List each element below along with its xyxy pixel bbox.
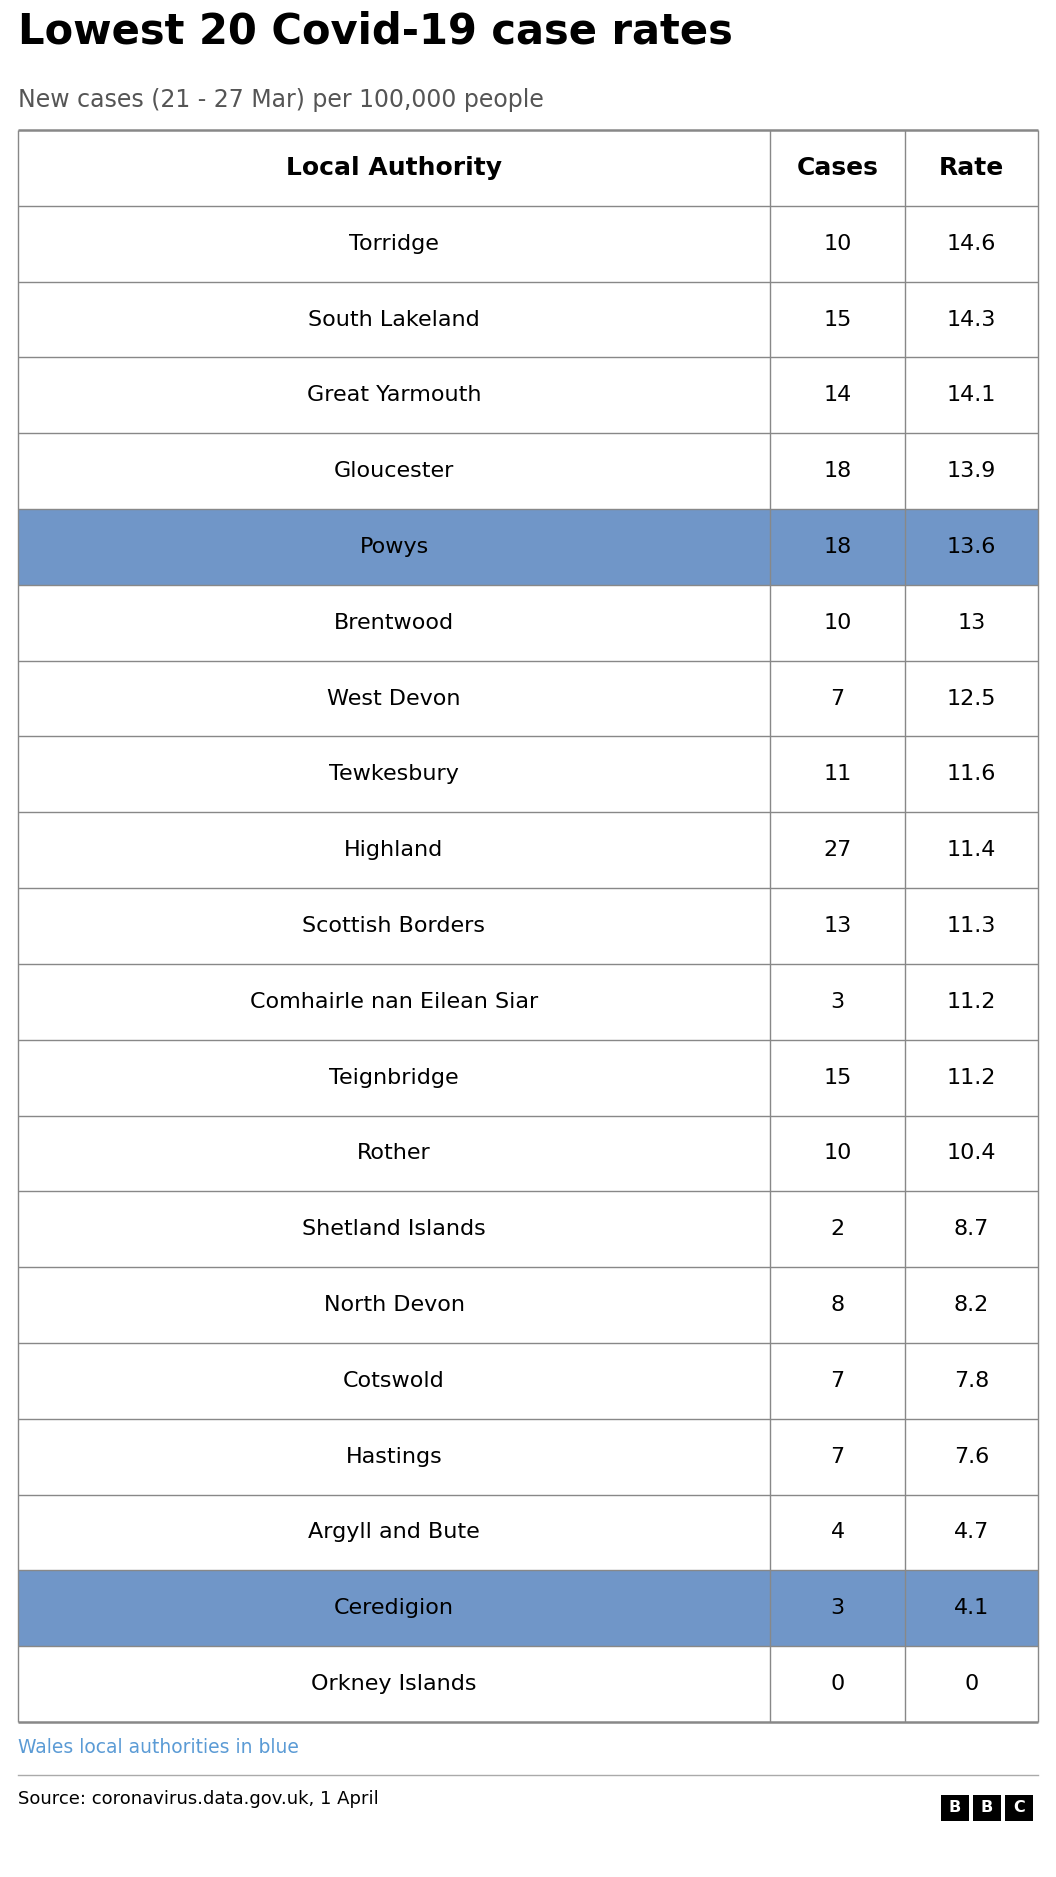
Text: 8.7: 8.7: [954, 1220, 989, 1239]
Text: Cases: Cases: [796, 156, 879, 180]
Text: 10: 10: [824, 235, 852, 253]
Bar: [18, 1646, 1038, 1721]
Text: 11.4: 11.4: [947, 841, 996, 860]
Bar: [18, 206, 1038, 282]
Text: 4.7: 4.7: [954, 1522, 989, 1543]
Bar: [1005, 1794, 1033, 1821]
Text: Ceredigion: Ceredigion: [334, 1599, 454, 1618]
Text: Shetland Islands: Shetland Islands: [302, 1220, 486, 1239]
Bar: [18, 282, 1038, 357]
Text: 7: 7: [830, 1370, 845, 1391]
Bar: [18, 661, 1038, 736]
Text: 11.2: 11.2: [947, 1068, 996, 1087]
Text: 0: 0: [830, 1674, 845, 1695]
Text: 3: 3: [830, 1599, 845, 1618]
Text: Great Yarmouth: Great Yarmouth: [306, 385, 482, 405]
Bar: [18, 509, 1038, 586]
Bar: [18, 888, 1038, 965]
Text: 13: 13: [824, 916, 851, 937]
Text: 3: 3: [830, 991, 845, 1012]
Bar: [18, 965, 1038, 1040]
Text: 2: 2: [830, 1220, 845, 1239]
Text: 18: 18: [824, 537, 851, 557]
Bar: [18, 1342, 1038, 1419]
Text: 11.2: 11.2: [947, 991, 996, 1012]
Text: C: C: [1013, 1800, 1025, 1815]
Text: 8.2: 8.2: [954, 1295, 989, 1316]
Text: 4.1: 4.1: [954, 1599, 989, 1618]
Text: 14.3: 14.3: [947, 310, 996, 330]
Bar: [18, 1192, 1038, 1267]
Text: Powys: Powys: [359, 537, 429, 557]
Text: New cases (21 - 27 Mar) per 100,000 people: New cases (21 - 27 Mar) per 100,000 peop…: [18, 88, 544, 113]
Bar: [18, 1115, 1038, 1192]
Text: B: B: [949, 1800, 961, 1815]
Text: Torridge: Torridge: [350, 235, 439, 253]
Text: 11.3: 11.3: [947, 916, 996, 937]
Text: Rate: Rate: [939, 156, 1004, 180]
Text: 10.4: 10.4: [947, 1143, 996, 1164]
Text: Argyll and Bute: Argyll and Bute: [308, 1522, 479, 1543]
Text: 10: 10: [824, 612, 852, 633]
Text: Cotswold: Cotswold: [343, 1370, 445, 1391]
Text: Gloucester: Gloucester: [334, 462, 454, 481]
Text: Hastings: Hastings: [345, 1447, 442, 1466]
Text: 7.6: 7.6: [954, 1447, 989, 1466]
Text: B: B: [981, 1800, 993, 1815]
Text: 18: 18: [824, 462, 851, 481]
Text: 0: 0: [964, 1674, 979, 1695]
Text: Tewkesbury: Tewkesbury: [329, 764, 459, 785]
Bar: [18, 434, 1038, 509]
Bar: [18, 1419, 1038, 1494]
Text: Lowest 20 Covid-19 case rates: Lowest 20 Covid-19 case rates: [18, 9, 733, 53]
Text: 11: 11: [824, 764, 851, 785]
Bar: [18, 813, 1038, 888]
Text: 11.6: 11.6: [947, 764, 996, 785]
Text: 7: 7: [830, 1447, 845, 1466]
Text: 13.6: 13.6: [947, 537, 996, 557]
Text: Scottish Borders: Scottish Borders: [302, 916, 486, 937]
Bar: [18, 1494, 1038, 1571]
Text: Teignbridge: Teignbridge: [329, 1068, 458, 1087]
Text: 27: 27: [824, 841, 851, 860]
Text: 10: 10: [824, 1143, 852, 1164]
Text: 4: 4: [830, 1522, 845, 1543]
Bar: [941, 1794, 969, 1821]
Text: 7: 7: [830, 689, 845, 710]
Text: 14.6: 14.6: [947, 235, 996, 253]
Text: Wales local authorities in blue: Wales local authorities in blue: [18, 1738, 299, 1757]
Bar: [18, 586, 1038, 661]
Bar: [18, 736, 1038, 813]
Bar: [18, 130, 1038, 206]
Text: North Devon: North Devon: [323, 1295, 465, 1316]
Text: 13: 13: [958, 612, 985, 633]
Bar: [18, 1571, 1038, 1646]
Text: 15: 15: [824, 310, 852, 330]
Text: 14.1: 14.1: [947, 385, 996, 405]
Text: Rother: Rother: [357, 1143, 431, 1164]
Text: 8: 8: [830, 1295, 845, 1316]
Bar: [18, 357, 1038, 434]
Text: Source: coronavirus.data.gov.uk, 1 April: Source: coronavirus.data.gov.uk, 1 April: [18, 1791, 379, 1808]
Bar: [973, 1794, 1001, 1821]
Text: 12.5: 12.5: [947, 689, 996, 710]
Text: 15: 15: [824, 1068, 852, 1087]
Text: Comhairle nan Eilean Siar: Comhairle nan Eilean Siar: [250, 991, 539, 1012]
Bar: [18, 1040, 1038, 1115]
Text: 7.8: 7.8: [954, 1370, 989, 1391]
Text: 14: 14: [824, 385, 851, 405]
Text: Brentwood: Brentwood: [334, 612, 454, 633]
Text: West Devon: West Devon: [327, 689, 460, 710]
Bar: [18, 1267, 1038, 1342]
Text: South Lakeland: South Lakeland: [308, 310, 479, 330]
Text: Highland: Highland: [344, 841, 444, 860]
Text: Local Authority: Local Authority: [286, 156, 502, 180]
Text: 13.9: 13.9: [947, 462, 996, 481]
Text: Orkney Islands: Orkney Islands: [312, 1674, 476, 1695]
